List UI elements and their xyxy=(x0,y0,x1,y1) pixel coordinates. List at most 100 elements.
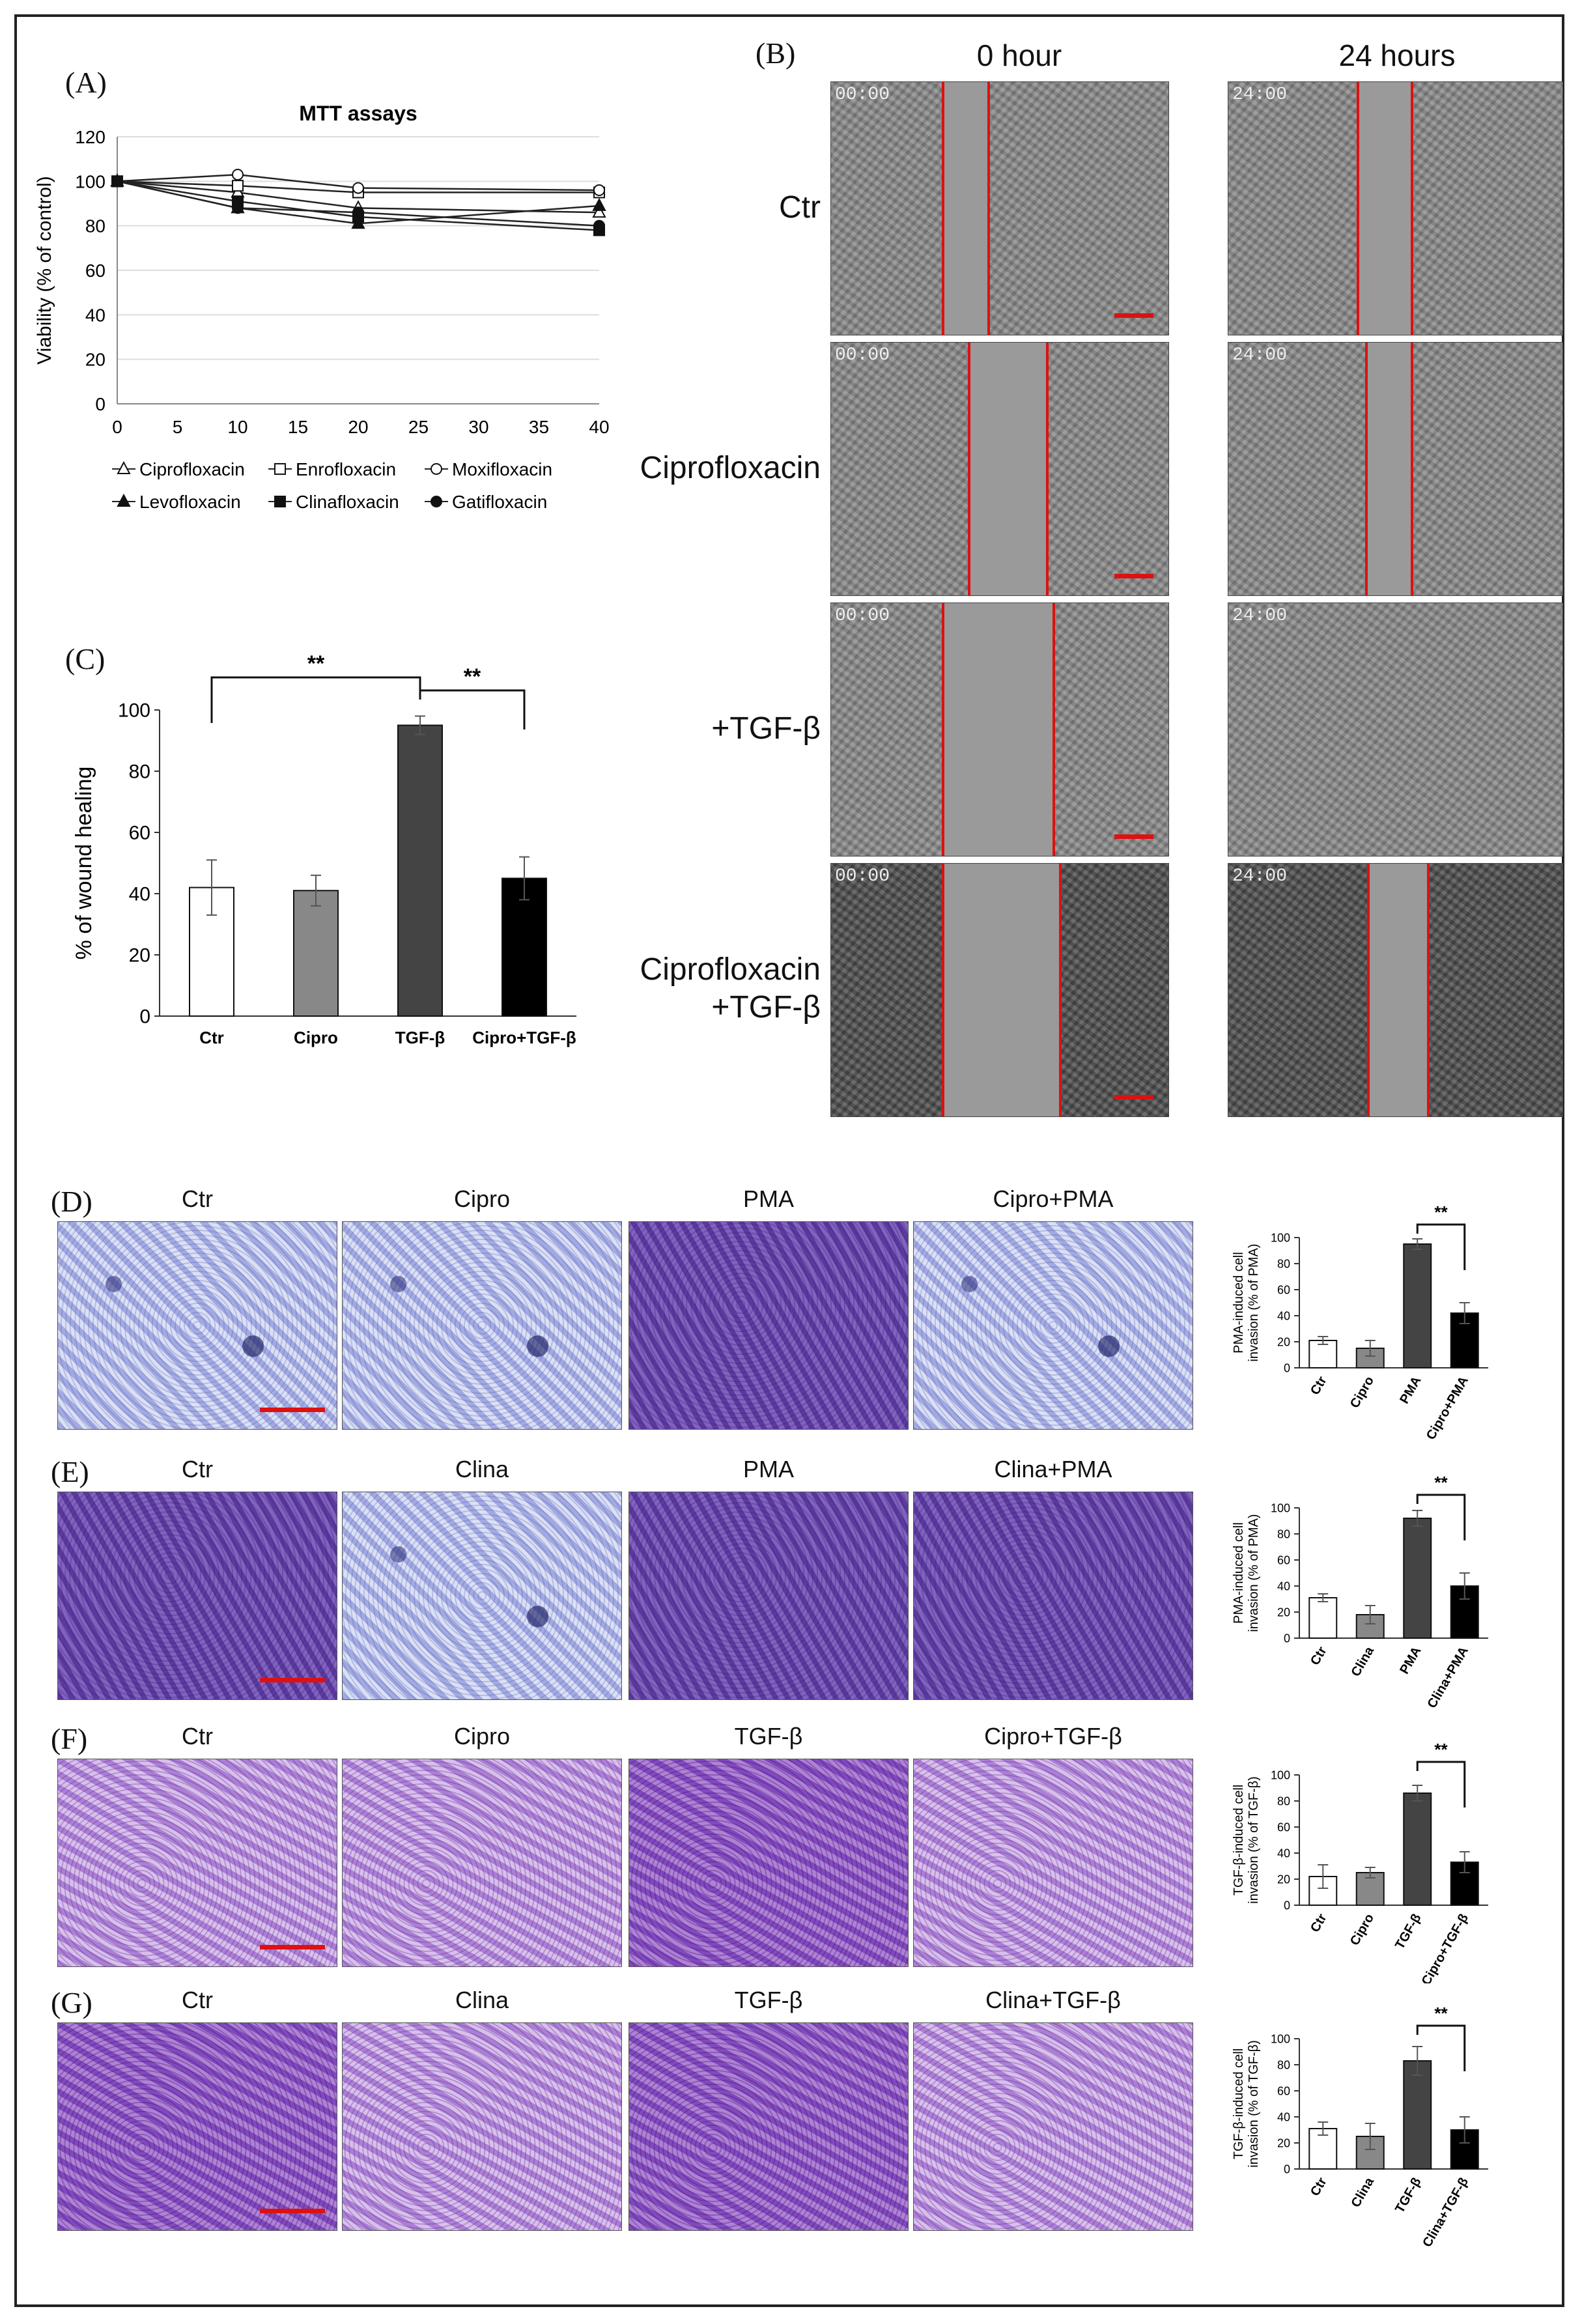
data-point-moxifloxacin xyxy=(593,184,605,196)
x-category-label: Cipro xyxy=(294,1028,338,1047)
y-axis-label: PMA-induced cell xyxy=(1232,1252,1246,1353)
scratch-edge-right xyxy=(1059,864,1062,1116)
y-tick-label: 40 xyxy=(1277,1580,1290,1593)
scratch-edge-left xyxy=(942,82,944,335)
row-label-line: +TGF-β xyxy=(711,989,821,1025)
column-header: Clina+PMA xyxy=(994,1456,1112,1482)
column-header: TGF-β xyxy=(734,1723,803,1750)
significance-marker: ** xyxy=(1434,1473,1448,1492)
y-tick-label: 100 xyxy=(1271,2032,1290,2045)
y-tick-label: 20 xyxy=(1277,1873,1290,1886)
data-point-gatifloxacin xyxy=(111,175,123,188)
y-axis-label: invasion (% of TGF-β) xyxy=(1247,1776,1261,1904)
y-axis-label: % of wound healing xyxy=(72,767,96,960)
y-tick-label: 60 xyxy=(1277,1553,1290,1566)
y-tick-label: 60 xyxy=(1277,1283,1290,1296)
x-tick-label: 5 xyxy=(173,417,183,437)
column-header: Ctr xyxy=(182,1456,213,1482)
row-label-line: Ciprofloxacin xyxy=(640,952,821,987)
x-tick-label: 35 xyxy=(529,417,549,437)
scratch-edge-left xyxy=(1367,864,1370,1116)
y-tick-label: 40 xyxy=(129,884,150,905)
series-line-moxifloxacin xyxy=(117,173,600,191)
mtt-line-chart: MTT assays 0 20 40 60 80 100 120 0 5 10 15 20 25 30 35 4… xyxy=(34,102,610,512)
scratch-gap xyxy=(1365,343,1411,595)
significance-marker: ** xyxy=(1434,1740,1448,1759)
wound-image-24h-row2: 24:00 xyxy=(1228,602,1563,857)
row-label-line: +TGF-β xyxy=(711,711,821,746)
row-label-1: Ciprofloxacin xyxy=(586,449,821,487)
y-tick-label: 80 xyxy=(1277,1794,1290,1807)
wound-healing-bar-chart: 0 20 40 60 80 100 Ctr Cipro TGF-β Cipro+TGF-β ** **… xyxy=(72,651,576,1047)
scratch-edge-left xyxy=(942,603,944,856)
x-tick-label: 15 xyxy=(288,417,308,437)
significance-bracket xyxy=(210,676,421,723)
y-tick-label: 20 xyxy=(85,350,106,370)
y-tick-label: 40 xyxy=(1277,1847,1290,1860)
x-tick-label: 25 xyxy=(408,417,429,437)
wound-image-0h-row2: 00:00 xyxy=(830,602,1169,857)
x-category-label: TGF-β xyxy=(1392,2175,1424,2216)
y-tick-label: 60 xyxy=(129,823,150,844)
time-stamp: 24:00 xyxy=(1232,345,1288,365)
panel-label-e: (E) xyxy=(51,1455,89,1488)
invasion-image-tgf-β xyxy=(629,2022,909,2231)
significance-bracket xyxy=(1416,1223,1466,1270)
row-label-2: +TGF-β xyxy=(586,710,821,748)
x-tick-label: 20 xyxy=(348,417,368,437)
bar-1 xyxy=(1355,1348,1385,1368)
chart-title: MTT assays xyxy=(299,102,417,125)
scratch-gap xyxy=(942,82,987,335)
wound-image-24h-row0: 24:00 xyxy=(1228,81,1563,335)
x-category-label: Cipro xyxy=(1348,1912,1377,1948)
x-tick-label: 10 xyxy=(227,417,247,437)
scratch-gap xyxy=(1367,864,1427,1116)
wound-image-0h-row0: 00:00 xyxy=(830,81,1169,335)
invasion-image-ctr xyxy=(57,1492,337,1700)
x-category-label: Ctr xyxy=(1308,1374,1330,1397)
y-tick-label: 60 xyxy=(85,261,106,281)
scratch-gap xyxy=(968,343,1046,595)
y-tick-label: 100 xyxy=(118,700,150,722)
bar-2 xyxy=(1403,1243,1432,1368)
invasion-image-cipro xyxy=(342,1221,622,1430)
x-category-label: Cipro+TGF-β xyxy=(472,1028,576,1047)
bar-2 xyxy=(1403,2060,1432,2170)
wound-image-24h-row3: 24:00 xyxy=(1228,863,1563,1117)
y-tick-label: 80 xyxy=(85,216,106,236)
data-point-levofloxacin xyxy=(592,197,606,211)
invasion-image-clina xyxy=(342,2022,622,2231)
y-tick-label: 0 xyxy=(1284,1899,1290,1912)
invasion-image-ctr xyxy=(57,1759,337,1967)
invasion-image-cipro+tgf-β xyxy=(913,1759,1193,1967)
scale-bar xyxy=(1114,574,1153,578)
wound-image-0h-row1: 00:00 xyxy=(830,342,1169,596)
x-category-label: Cipro xyxy=(1348,1374,1377,1411)
time-stamp: 00:00 xyxy=(835,345,890,365)
time-stamp: 00:00 xyxy=(835,606,890,626)
column-header: Cipro+PMA xyxy=(993,1185,1114,1212)
legend-marker-gatifloxacin xyxy=(431,496,442,507)
y-tick-label: 40 xyxy=(85,305,106,325)
bar-2 xyxy=(397,724,443,1017)
legend-marker-clinafloxacin xyxy=(274,496,286,507)
bar-1 xyxy=(293,890,339,1017)
significance-marker: ** xyxy=(307,651,325,676)
scratch-edge-right xyxy=(1427,864,1430,1116)
scratch-gap xyxy=(942,864,1059,1116)
scale-bar xyxy=(260,2209,325,2213)
y-tick-label: 40 xyxy=(1277,1309,1290,1322)
invasion-bar-chart-e: 0 20 40 60 80 100 Ctr Clina PMA Clina+PMA ** PMA-in… xyxy=(1232,1473,1488,1710)
invasion-image-ctr xyxy=(57,2022,337,2231)
y-tick-label: 80 xyxy=(1277,2058,1290,2071)
y-tick-label: 0 xyxy=(1284,1632,1290,1645)
scratch-edge-left xyxy=(968,343,970,595)
x-category-label: Cipro+TGF-β xyxy=(1419,1912,1471,1984)
column-header: PMA xyxy=(742,1185,794,1212)
y-tick-label: 80 xyxy=(1277,1527,1290,1540)
bar-0 xyxy=(1308,1597,1338,1639)
panel-label-a: (A) xyxy=(65,66,107,99)
time-stamp: 24:00 xyxy=(1232,85,1288,105)
column-header: Clina xyxy=(455,1456,509,1482)
